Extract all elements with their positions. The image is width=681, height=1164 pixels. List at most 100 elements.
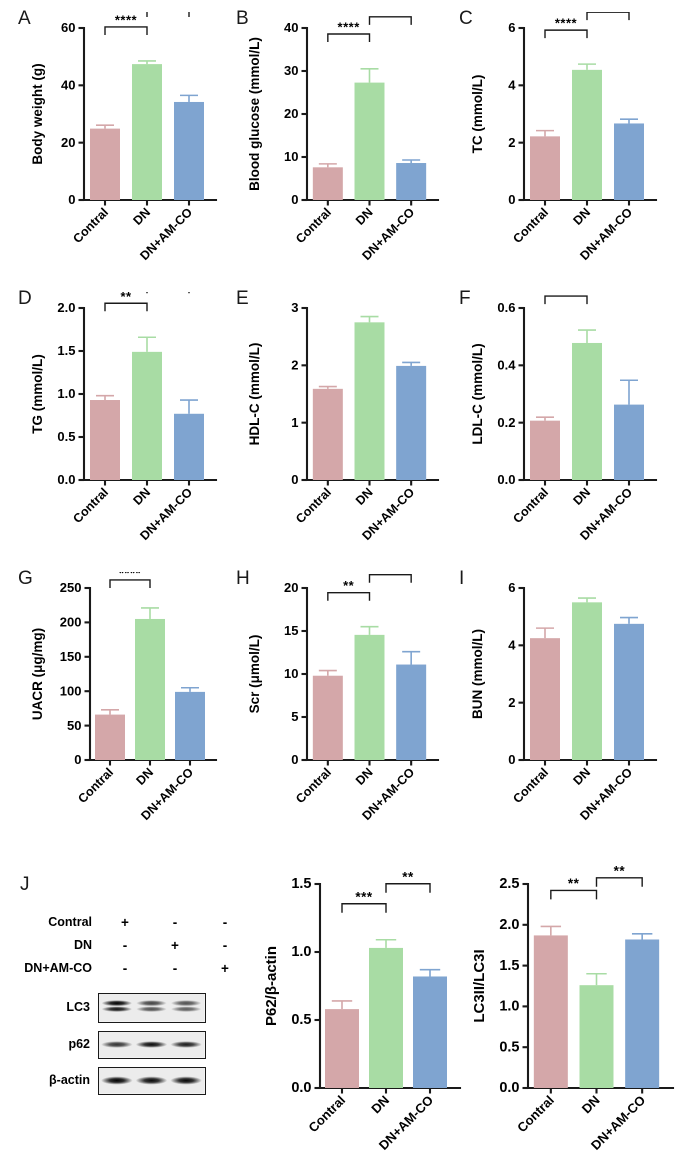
significance-stars: ** bbox=[614, 863, 626, 878]
error-bar bbox=[360, 68, 379, 83]
blot-condition-mark: - bbox=[172, 961, 178, 976]
panel-letter-b: B bbox=[236, 8, 249, 29]
y-tick-label: 10 bbox=[284, 149, 298, 164]
y-axis-title: TG (mmol/L) bbox=[30, 354, 45, 434]
x-category-label: DN bbox=[353, 485, 376, 508]
error-bar bbox=[402, 159, 421, 164]
significance-stars: **** bbox=[338, 20, 361, 35]
x-category-label: Contral bbox=[293, 485, 334, 526]
blot-condition-mark: - bbox=[222, 915, 228, 930]
bar-dn_am_co bbox=[396, 361, 427, 480]
bar-dn bbox=[354, 625, 385, 760]
y-tick-label: 1.0 bbox=[57, 386, 75, 401]
error-bar bbox=[141, 607, 159, 619]
panel-letter-i: I bbox=[459, 568, 465, 589]
panel-p62: 0.0 0.5 1.0 1.5 *** ** Contral DN DN+AM-CO P62/β-… bbox=[262, 858, 462, 1158]
blot-condition-mark: + bbox=[221, 961, 229, 976]
bar-dn_am_co bbox=[614, 379, 644, 480]
bar-control bbox=[312, 669, 343, 760]
blot-image-actin bbox=[98, 1067, 206, 1095]
blot-row-label: β-actin bbox=[49, 1073, 90, 1087]
bar-control bbox=[533, 925, 568, 1088]
bar-dn bbox=[354, 315, 385, 480]
y-tick-label: 200 bbox=[60, 615, 82, 630]
significance-bracket: ** bbox=[327, 578, 371, 601]
y-tick-label: 60 bbox=[61, 20, 75, 35]
error-bar bbox=[360, 625, 379, 635]
y-axis-title: BUN (mmol/L) bbox=[470, 629, 485, 719]
y-tick-label: 1.5 bbox=[291, 876, 311, 892]
y-tick-label: 2 bbox=[508, 135, 515, 150]
error-bar bbox=[360, 315, 379, 323]
bar-control bbox=[312, 385, 343, 480]
y-tick-label: 15 bbox=[284, 623, 298, 638]
y-axis-title: UACR (μg/mg) bbox=[30, 628, 45, 720]
panel-lc3: 0.0 0.5 1.0 1.5 2.0 2.5 ** ** Contral DN DN+AM-CO L… bbox=[470, 858, 675, 1158]
y-tick-label: 0 bbox=[291, 472, 298, 487]
panel-letter-h: H bbox=[236, 568, 250, 589]
bar-control bbox=[312, 163, 343, 200]
x-category-label: Contral bbox=[70, 485, 111, 526]
blot-condition-label: DN bbox=[73, 938, 92, 952]
blot-condition-mark: + bbox=[171, 938, 179, 953]
panel-letter-f: F bbox=[459, 288, 471, 309]
bar-dn bbox=[572, 63, 602, 200]
y-tick-label: 0.5 bbox=[291, 1012, 311, 1028]
y-tick-label: 40 bbox=[284, 20, 298, 35]
bar-dn_am_co bbox=[413, 968, 447, 1088]
bar-dn_am_co bbox=[625, 932, 660, 1088]
bar-dn bbox=[135, 607, 165, 760]
blot-condition-mark: - bbox=[122, 938, 128, 953]
y-tick-label: 20 bbox=[284, 106, 298, 121]
y-tick-label: 1.0 bbox=[291, 944, 311, 960]
y-tick-label: 2.5 bbox=[499, 876, 519, 892]
panel-letter-g: G bbox=[18, 568, 33, 589]
x-category-label: Contral bbox=[75, 765, 116, 806]
panel-letter-e: E bbox=[236, 288, 249, 309]
blot-condition-mark: + bbox=[121, 915, 129, 930]
chart-f: 0.00.20.40.6*****ContralDNDN+AM-COLDL-C … bbox=[470, 292, 658, 542]
significance-stars: ** bbox=[120, 292, 132, 304]
y-tick-label: 40 bbox=[61, 78, 75, 93]
y-tick-label: 6 bbox=[508, 20, 515, 35]
error-bar bbox=[536, 129, 554, 137]
y-tick-label: 150 bbox=[60, 649, 82, 664]
blot-condition-mark: - bbox=[222, 938, 228, 953]
x-category-label: DN bbox=[353, 765, 376, 788]
bar-control bbox=[530, 129, 560, 200]
error-bar bbox=[96, 124, 114, 129]
y-tick-label: 0.5 bbox=[499, 1039, 519, 1055]
panel-letter-a: A bbox=[18, 8, 31, 29]
panel-letter-c: C bbox=[459, 8, 473, 29]
chart-lc3: 0.00.51.01.52.02.5 ****Contral DNDN+AM-COL… bbox=[471, 863, 675, 1153]
panel-d: 0.00.51.01.52.0*****ContralDNDN+AM-COTG … bbox=[28, 292, 218, 542]
error-bar bbox=[620, 118, 638, 124]
y-tick-label: 3 bbox=[291, 300, 298, 315]
significance-stars: ** bbox=[343, 578, 355, 593]
y-tick-label: 4 bbox=[508, 638, 516, 653]
error-bar bbox=[631, 932, 653, 940]
y-tick-label: 0.0 bbox=[57, 472, 75, 487]
x-category-label: DN bbox=[570, 765, 593, 788]
error-bar bbox=[331, 1000, 353, 1010]
error-bar bbox=[180, 399, 198, 414]
blot-condition-mark: - bbox=[172, 915, 178, 930]
blot-condition-label: Contral bbox=[48, 915, 92, 929]
x-category-label: DN bbox=[570, 205, 593, 228]
bar-dn bbox=[572, 597, 602, 760]
error-bar bbox=[318, 669, 337, 676]
y-tick-label: 0.0 bbox=[291, 1080, 311, 1096]
error-bar bbox=[138, 336, 156, 352]
y-tick-label: 1.5 bbox=[57, 343, 75, 358]
y-axis-title: Blood glucose (mmol/L) bbox=[247, 37, 262, 191]
panel-g: 050100150200250*******ContralDNDN+AM-COU… bbox=[28, 572, 218, 822]
y-axis-title: LDL-C (mmol/L) bbox=[470, 343, 485, 444]
error-bar bbox=[586, 972, 607, 986]
y-tick-label: 1.0 bbox=[499, 999, 519, 1015]
y-tick-label: 20 bbox=[61, 135, 75, 150]
y-tick-label: 2.0 bbox=[499, 917, 519, 933]
bar-control bbox=[530, 416, 560, 480]
significance-stars: **** bbox=[119, 572, 142, 580]
